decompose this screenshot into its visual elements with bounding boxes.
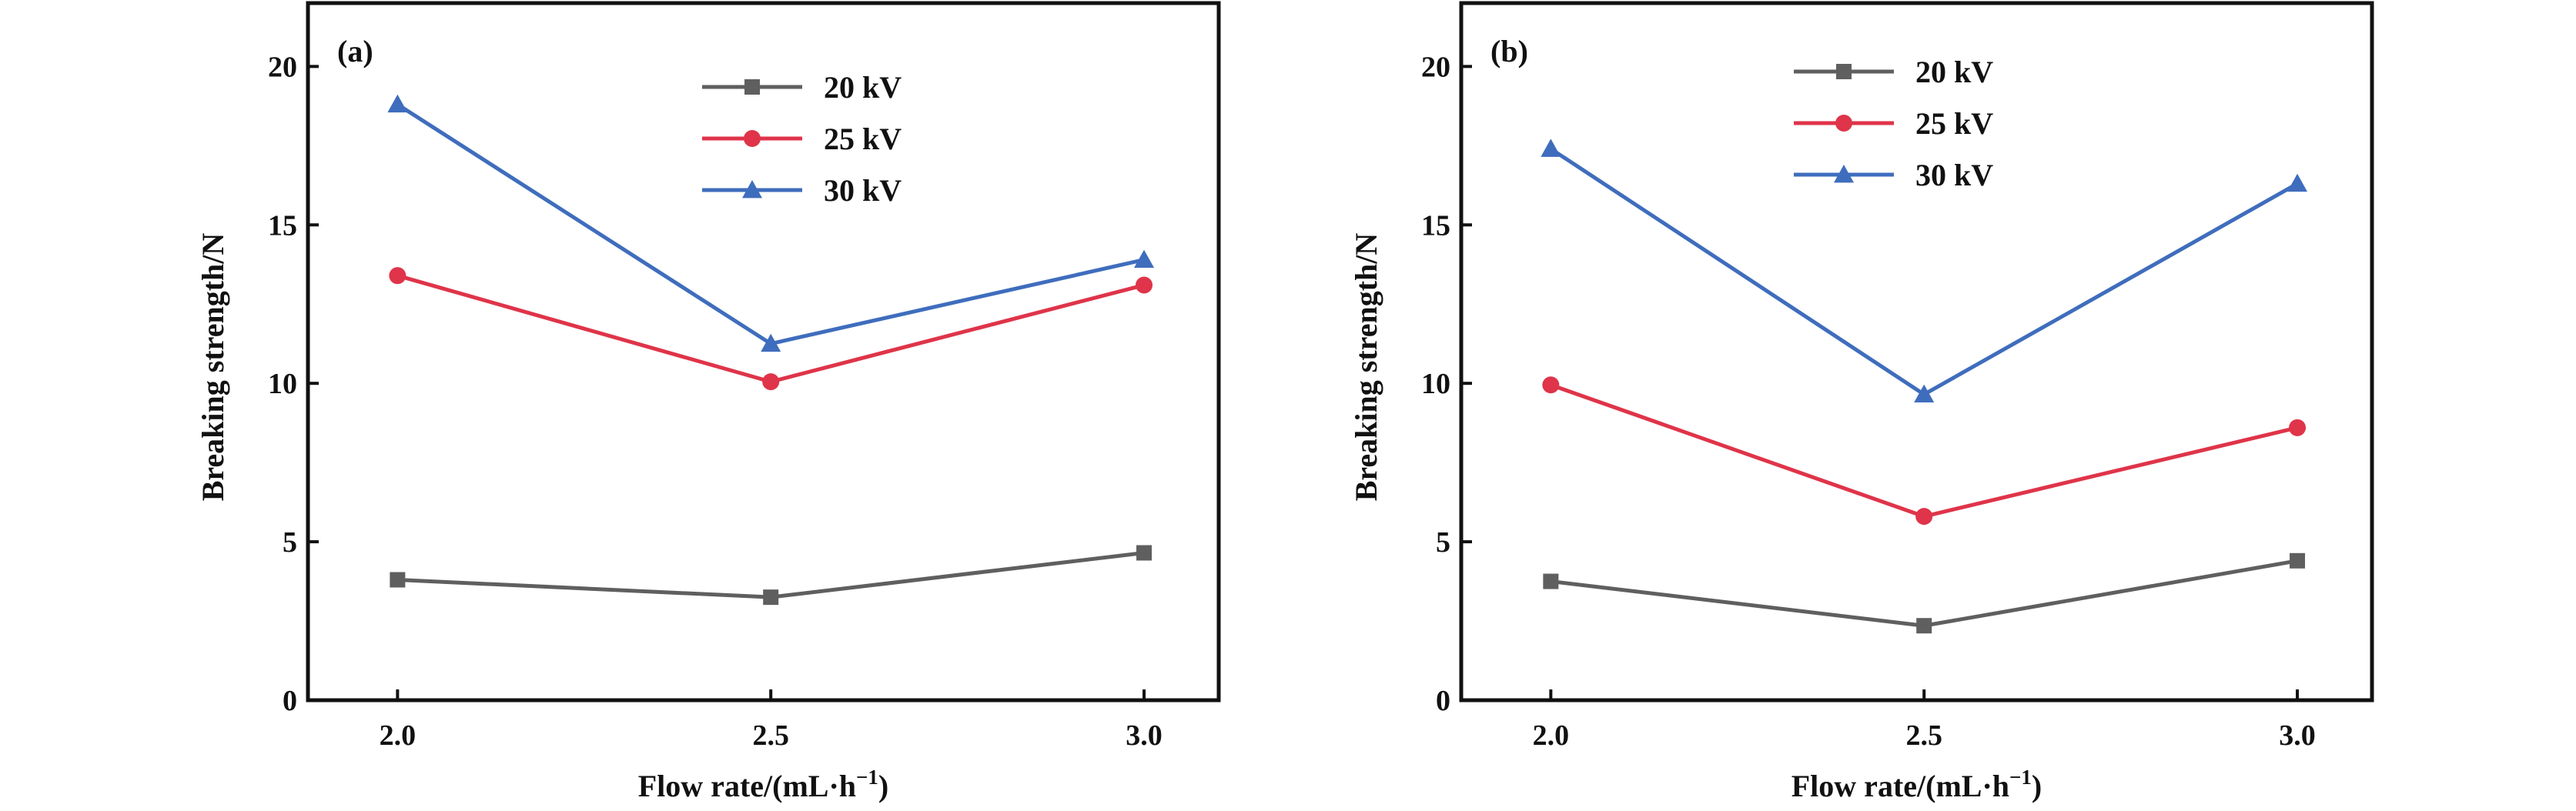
legend-label: 30 kV [1915, 158, 1993, 192]
x-tick-label: 2.5 [1905, 719, 1942, 752]
legend-marker [1836, 64, 1852, 79]
y-axis-title: Breaking strength/N [196, 233, 230, 502]
data-point [1134, 249, 1155, 268]
plot-frame [1459, 1, 2374, 703]
data-point [390, 572, 406, 588]
series-line-25-kv [1550, 382, 2298, 519]
data-point [1541, 139, 1561, 157]
legend-label: 20 kV [824, 70, 902, 105]
y-tick-label: 15 [1421, 209, 1450, 242]
y-tick-label: 0 [283, 685, 297, 717]
data-point [1542, 376, 1560, 394]
data-point [1916, 618, 1932, 634]
y-tick-label: 20 [1421, 51, 1450, 83]
data-point [1136, 276, 1153, 294]
x-tick-label: 2.0 [1533, 719, 1570, 752]
data-point [762, 373, 780, 391]
data-point [389, 267, 406, 285]
x-axis-title: Flow rate/(mL·h−1) [638, 766, 889, 803]
data-point [763, 589, 779, 606]
data-point [2290, 552, 2306, 569]
chart-panel-a: 0 5 10 15 20 2.0 2.5 3.0 Flow rate/(mL·h−1) Break… [196, 1, 1221, 803]
x-axis-title: Flow rate/(mL·h−1) [1791, 766, 2042, 803]
y-tick-label: 5 [283, 526, 297, 559]
data-point [1136, 545, 1153, 561]
data-point [2289, 419, 2307, 436]
panel-label: (a) [337, 34, 373, 68]
legend-marker [744, 79, 760, 95]
legend-marker [1834, 165, 1854, 183]
x-tick-label: 2.5 [752, 719, 789, 752]
series-line-20-kv [1551, 559, 2298, 628]
x-tick-label: 2.0 [380, 719, 417, 752]
legend-label: 20 kV [1915, 55, 1993, 89]
legend-label: 25 kV [824, 122, 902, 156]
data-point [387, 94, 408, 113]
series-line-25-kv [396, 273, 1145, 384]
y-tick-label: 5 [1436, 526, 1450, 559]
legend-marker [742, 180, 762, 199]
legend-marker [1835, 115, 1852, 132]
legend-label: 25 kV [1915, 106, 1993, 141]
plot-frame [306, 1, 1221, 703]
y-tick-label: 10 [1421, 368, 1450, 400]
data-point [2287, 173, 2308, 192]
panel-label: (b) [1490, 34, 1528, 68]
y-tick-label: 0 [1436, 685, 1450, 717]
data-point [1914, 384, 1935, 402]
data-point [1915, 508, 1933, 526]
data-point [1543, 573, 1559, 589]
legend-label: 30 kV [824, 173, 902, 208]
legend-marker [744, 130, 761, 147]
y-tick-label: 15 [268, 209, 297, 242]
y-tick-label: 20 [268, 51, 297, 83]
y-axis-title: Breaking strength/N [1349, 233, 1383, 502]
y-tick-label: 10 [268, 368, 297, 400]
chart-panel-b: 0 5 10 15 20 2.0 2.5 3.0 Flow rate/(mL·h−1) Break… [1349, 1, 2374, 803]
data-point [761, 333, 781, 352]
x-tick-label: 3.0 [2279, 719, 2316, 752]
x-tick-label: 3.0 [1126, 719, 1163, 752]
